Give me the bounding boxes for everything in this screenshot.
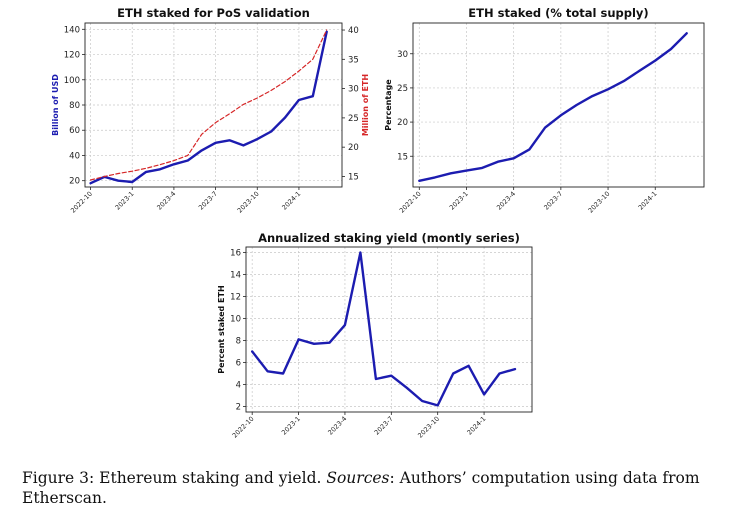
y2-tick-label: 25 bbox=[348, 114, 359, 124]
series-line-1 bbox=[89, 30, 328, 185]
y2-tick-label: 35 bbox=[348, 55, 359, 65]
y-tick-label: 14 bbox=[230, 271, 241, 281]
y-tick-label: 6 bbox=[236, 359, 241, 369]
chart-title: ETH staked (% total supply) bbox=[468, 6, 648, 20]
figure-charts: ETH staked for PoS validation 20 40 60 80 100… bbox=[51, 6, 705, 440]
x-tick-label: 2022-10 bbox=[69, 190, 94, 215]
y-tick-label: 60 bbox=[69, 126, 80, 136]
x-tick-label: 2023-1 bbox=[448, 190, 470, 212]
y-tick-label: 25 bbox=[397, 84, 408, 94]
caption-sources-text: : Authors’ computation using data from E… bbox=[22, 469, 700, 507]
y-tick-label: 80 bbox=[69, 101, 80, 111]
plot-frame bbox=[245, 246, 533, 413]
y-tick-label: 140 bbox=[64, 25, 80, 35]
y-tick-label: 12 bbox=[230, 293, 241, 303]
chart-title: Annualized staking yield (montly series) bbox=[258, 231, 520, 245]
y-axis-label: Billion of USD bbox=[51, 74, 60, 136]
y2-tick-label: 20 bbox=[348, 143, 359, 153]
caption-label: Figure 3: bbox=[22, 469, 95, 487]
chart-2: ETH staked (% total supply) 15 20 25 30 Perce… bbox=[384, 6, 705, 215]
x-tick-label: 2022-10 bbox=[398, 190, 423, 215]
plot-frame bbox=[84, 22, 343, 188]
x-tick-label: 2024-1 bbox=[280, 190, 302, 212]
series-line-2 bbox=[89, 29, 328, 181]
y2-tick-label: 15 bbox=[348, 172, 359, 182]
x-tick-label: 2023-10 bbox=[587, 190, 612, 215]
y-tick-label: 10 bbox=[230, 315, 241, 325]
chart-title: ETH staked for PoS validation bbox=[117, 6, 310, 20]
x-tick-label: 2023-4 bbox=[326, 415, 348, 437]
caption-sources-label: Sources bbox=[326, 469, 390, 487]
figure-caption: Figure 3: Ethereum staking and yield. So… bbox=[22, 468, 737, 508]
x-tick-label: 2023-7 bbox=[197, 190, 219, 212]
x-tick-label: 2023-4 bbox=[495, 190, 517, 212]
x-tick-label: 2024-1 bbox=[637, 190, 659, 212]
y-tick-label: 8 bbox=[236, 337, 241, 347]
x-tick-label: 2023-4 bbox=[155, 190, 177, 212]
y-tick-label: 100 bbox=[64, 76, 80, 86]
y-tick-label: 4 bbox=[236, 381, 241, 391]
x-tick-label: 2023-1 bbox=[114, 190, 136, 212]
x-tick-label: 2022-10 bbox=[231, 415, 256, 440]
y-axis-label: Percentage bbox=[384, 79, 393, 131]
x-tick-label: 2023-7 bbox=[373, 415, 395, 437]
y-tick-label: 120 bbox=[64, 51, 80, 61]
y-axis-label: Percent staked ETH bbox=[217, 285, 226, 373]
y-tick-label: 40 bbox=[69, 151, 80, 161]
series-line-1 bbox=[250, 251, 517, 407]
y-tick-label: 20 bbox=[69, 177, 80, 187]
y2-tick-label: 30 bbox=[348, 85, 359, 95]
caption-text: Ethereum staking and yield. bbox=[99, 469, 322, 487]
y-tick-label: 30 bbox=[397, 50, 408, 60]
x-tick-label: 2023-7 bbox=[542, 190, 564, 212]
y-tick-label: 20 bbox=[397, 118, 408, 128]
x-tick-label: 2024-1 bbox=[466, 415, 488, 437]
chart-1: ETH staked for PoS validation 20 40 60 80 100… bbox=[51, 6, 370, 215]
y2-tick-label: 40 bbox=[348, 26, 359, 36]
y2-axis-label: Million of ETH bbox=[361, 74, 370, 136]
y-tick-label: 2 bbox=[236, 403, 241, 413]
x-tick-label: 2023-10 bbox=[416, 415, 441, 440]
chart-3: Annualized staking yield (montly series)… bbox=[217, 231, 533, 440]
x-tick-label: 2023-10 bbox=[236, 190, 261, 215]
y-tick-label: 16 bbox=[230, 249, 241, 259]
y-tick-label: 15 bbox=[397, 152, 408, 162]
series-line-1 bbox=[418, 32, 688, 183]
plot-frame bbox=[412, 22, 705, 188]
x-tick-label: 2023-1 bbox=[280, 415, 302, 437]
